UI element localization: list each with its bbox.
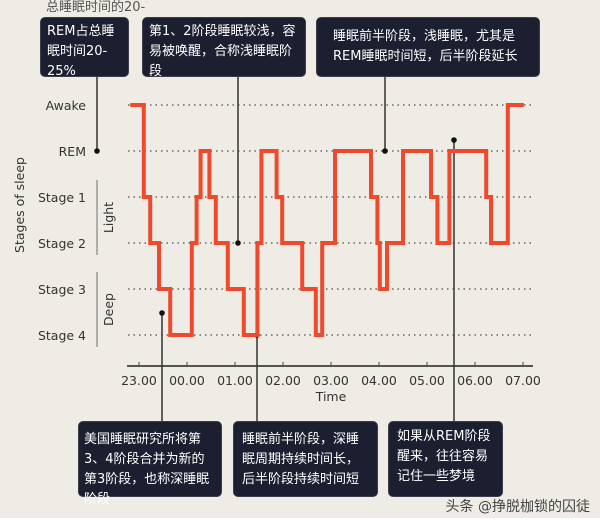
x-tick-label: 02.00 — [265, 373, 301, 388]
annotation-first-half: 睡眠前半阶段，浅睡眠，尤其是REM睡眠时间短，后半阶段延长 — [316, 17, 540, 77]
annotation-dot — [235, 240, 241, 246]
watermark: 头条 @挣脱枷锁的囚徒 — [445, 499, 590, 515]
annotation-dot — [159, 310, 165, 316]
y-tick-label: Stage 4 — [38, 328, 86, 343]
group-label: Deep — [101, 293, 116, 326]
y-tick-label: Stage 1 — [38, 190, 86, 205]
sleep-stage-line — [130, 103, 524, 337]
x-tick-label: 00.00 — [169, 373, 205, 388]
y-tick-label: Stage 2 — [38, 236, 86, 251]
x-tick-label: 04.00 — [361, 373, 397, 388]
x-tick-label: 05.00 — [409, 373, 445, 388]
annotation-dot — [382, 148, 388, 154]
annotation-light: 第1、2阶段睡眠较浅，容易被唤醒，合称浅睡眠阶段 — [142, 17, 306, 79]
annotation-rem: REM占总睡眠时间20-25% — [40, 17, 129, 79]
annotation-dot — [451, 137, 457, 143]
y-tick-label: REM — [59, 144, 86, 159]
y-tick-label: Awake — [46, 98, 87, 113]
x-axis-title: Time — [315, 389, 347, 404]
x-tick-label: 06.00 — [457, 373, 493, 388]
annotation-deep-duration: 睡眠前半阶段，深睡眠周期持续时间长，后半阶段持续时间短 — [233, 421, 378, 497]
annotation-dream: 如果从REM阶段醒来，往往容易记住一些梦境 — [388, 421, 503, 497]
x-tick-label: 03.00 — [313, 373, 349, 388]
x-tick-label: 01.00 — [217, 373, 253, 388]
ghost-text: 总睡眠时间的20- — [46, 0, 146, 15]
x-tick-label: 07.00 — [505, 373, 541, 388]
annotation-dot — [94, 148, 100, 154]
group-label: Light — [101, 202, 116, 233]
annotation-deep: 美国睡眠研究所将第3、4阶段合并为新的第3阶段，也称深睡眠阶段 — [78, 421, 222, 507]
y-tick-label: Stage 3 — [38, 282, 86, 297]
y-axis-title: Stages of sleep — [12, 157, 27, 253]
x-tick-label: 23.00 — [121, 373, 157, 388]
